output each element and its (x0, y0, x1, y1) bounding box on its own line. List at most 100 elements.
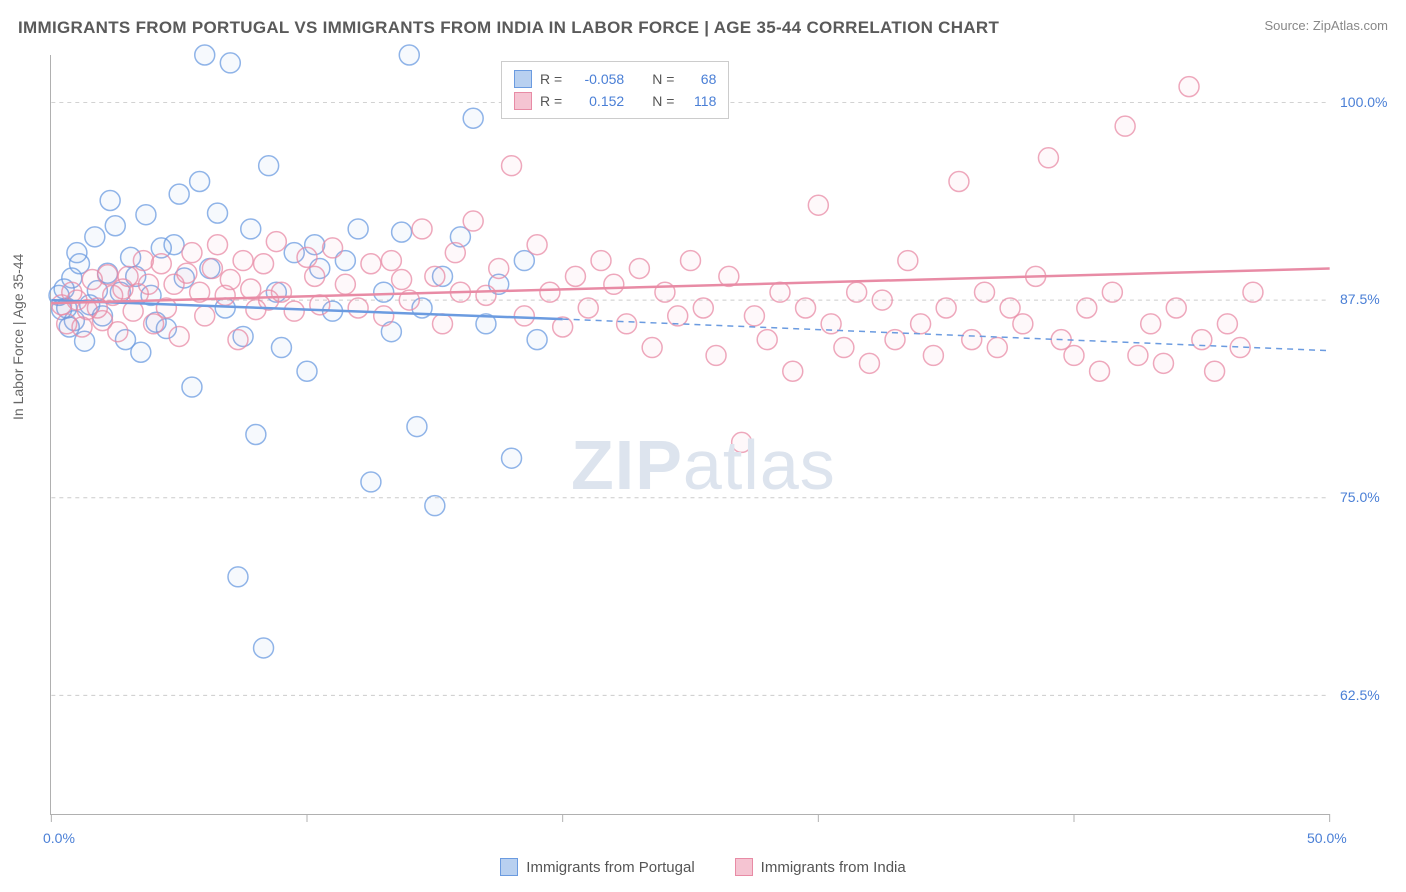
data-point (433, 314, 453, 334)
legend-series-label: Immigrants from India (761, 859, 906, 876)
data-point (228, 567, 248, 587)
r-value: -0.058 (570, 68, 624, 90)
data-point (859, 353, 879, 373)
legend-swatch (735, 858, 753, 876)
legend-series-item: Immigrants from Portugal (500, 858, 694, 876)
data-point (361, 472, 381, 492)
data-point (177, 263, 197, 283)
data-point (323, 238, 343, 258)
correlation-legend: R =-0.058N =68R =0.152N =118 (501, 61, 729, 119)
data-point (1128, 345, 1148, 365)
y-axis-label: In Labor Force | Age 35-44 (10, 254, 26, 420)
data-point (241, 219, 261, 239)
data-point (1179, 77, 1199, 97)
data-point (540, 282, 560, 302)
data-point (808, 195, 828, 215)
data-point (693, 298, 713, 318)
data-point (169, 184, 189, 204)
data-point (591, 251, 611, 271)
data-point (987, 338, 1007, 358)
n-label: N = (652, 68, 674, 90)
data-point (706, 345, 726, 365)
scatter-svg (51, 55, 1330, 814)
data-point (425, 496, 445, 516)
data-point (502, 156, 522, 176)
data-point (796, 298, 816, 318)
data-point (284, 301, 304, 321)
data-point (305, 266, 325, 286)
x-tick-label: 50.0% (1307, 830, 1347, 846)
data-point (297, 361, 317, 381)
data-point (233, 251, 253, 271)
data-point (898, 251, 918, 271)
data-point (164, 235, 184, 255)
data-point (254, 638, 274, 658)
data-point (936, 298, 956, 318)
data-point (182, 243, 202, 263)
data-point (169, 326, 189, 346)
data-point (668, 306, 688, 326)
data-point (131, 342, 151, 362)
legend-correlation-row: R =0.152N =118 (514, 90, 716, 112)
data-point (732, 432, 752, 452)
data-point (105, 216, 125, 236)
data-point (911, 314, 931, 334)
data-point (604, 274, 624, 294)
data-point (527, 235, 547, 255)
data-point (208, 235, 228, 255)
data-point (1102, 282, 1122, 302)
r-value: 0.152 (570, 90, 624, 112)
data-point (310, 295, 330, 315)
data-point (118, 266, 138, 286)
data-point (463, 211, 483, 231)
legend-swatch (500, 858, 518, 876)
data-point (681, 251, 701, 271)
data-point (489, 258, 509, 278)
data-point (335, 274, 355, 294)
data-point (374, 306, 394, 326)
data-point (425, 266, 445, 286)
data-point (100, 190, 120, 210)
data-point (133, 251, 153, 271)
data-point (108, 322, 128, 342)
chart-title: IMMIGRANTS FROM PORTUGAL VS IMMIGRANTS F… (18, 18, 999, 38)
data-point (297, 247, 317, 267)
data-point (719, 266, 739, 286)
x-tick-label: 0.0% (43, 830, 75, 846)
data-point (744, 306, 764, 326)
source-label: Source: ZipAtlas.com (1264, 18, 1388, 33)
plot-area: R =-0.058N =68R =0.152N =118 ZIPatlas 62… (50, 55, 1330, 815)
y-tick-label: 75.0% (1340, 489, 1400, 505)
data-point (527, 330, 547, 350)
data-point (246, 425, 266, 445)
data-point (220, 53, 240, 73)
data-point (770, 282, 790, 302)
data-point (85, 227, 105, 247)
data-point (228, 330, 248, 350)
data-point (151, 254, 171, 274)
data-point (1038, 148, 1058, 168)
data-point (1166, 298, 1186, 318)
data-point (445, 243, 465, 263)
data-point (514, 306, 534, 326)
data-point (254, 254, 274, 274)
data-point (271, 338, 291, 358)
data-point (642, 338, 662, 358)
data-point (962, 330, 982, 350)
r-label: R = (540, 68, 562, 90)
data-point (1013, 314, 1033, 334)
data-point (565, 266, 585, 286)
data-point (949, 172, 969, 192)
data-point (1217, 314, 1237, 334)
data-point (208, 203, 228, 223)
data-point (241, 279, 261, 299)
n-label: N = (652, 90, 674, 112)
data-point (847, 282, 867, 302)
data-point (195, 45, 215, 65)
series-legend: Immigrants from Portugal Immigrants from … (0, 858, 1406, 876)
data-point (757, 330, 777, 350)
data-point (392, 270, 412, 290)
y-tick-label: 100.0% (1340, 94, 1400, 110)
data-point (399, 45, 419, 65)
data-point (975, 282, 995, 302)
